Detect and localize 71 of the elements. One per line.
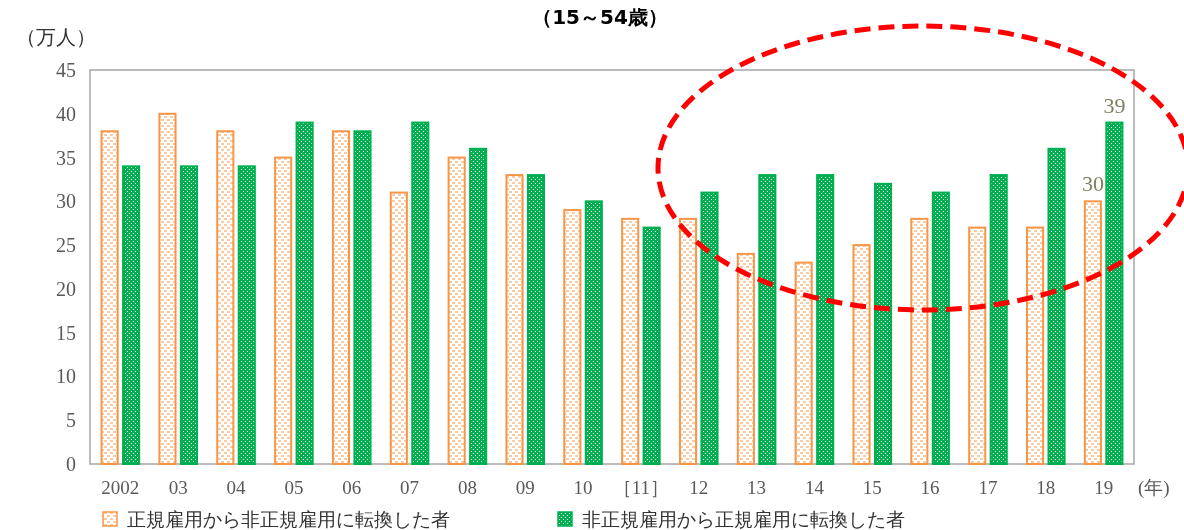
x-tick-label: 08 (457, 477, 477, 498)
x-tick-label: 10 (573, 477, 593, 498)
x-tick-label: 19 (1094, 477, 1114, 498)
bar (642, 226, 661, 465)
y-tick-label: 0 (66, 453, 76, 475)
bar (736, 252, 755, 465)
x-tick-label: 03 (168, 477, 188, 498)
bar (158, 112, 177, 465)
bar (1105, 121, 1124, 465)
bar (1047, 147, 1066, 465)
bar (678, 217, 698, 465)
bar (526, 174, 546, 465)
bar (584, 200, 603, 465)
y-tick-label: 5 (66, 409, 76, 432)
x-tick-label: 06 (342, 477, 362, 498)
bar (794, 261, 813, 465)
chart-title: （15～54歳） (532, 5, 668, 29)
legend-label: 非正規雇用から正規雇用に転換した者 (582, 508, 905, 530)
bar (910, 217, 929, 465)
bar (563, 209, 582, 465)
x-tick-label: 09 (515, 477, 535, 498)
x-tick-label: 07 (400, 477, 420, 498)
data-label: 39 (1103, 92, 1126, 118)
bar (852, 244, 871, 465)
bar (100, 130, 119, 465)
bar (179, 165, 198, 465)
x-tick-label: 17 (978, 477, 998, 498)
x-tick-label: 12 (689, 477, 709, 498)
bar (505, 174, 524, 465)
legend-label: 正規雇用から非正規雇用に転換した者 (127, 508, 450, 530)
bar (758, 174, 777, 465)
x-tick-label: 2002 (101, 477, 140, 498)
bar (411, 121, 430, 465)
bar (389, 191, 408, 465)
bar (700, 191, 719, 465)
bar (469, 147, 488, 465)
data-label: 30 (1081, 171, 1104, 197)
bar (216, 130, 235, 465)
y-tick-label: 15 (56, 321, 76, 344)
y-tick-label: 20 (56, 277, 76, 300)
x-tick-label: 16 (920, 477, 940, 498)
bar (237, 165, 256, 465)
bar (621, 217, 640, 465)
x-tick-label: 04 (226, 477, 247, 498)
bar (447, 156, 466, 465)
y-tick-label: 10 (56, 365, 76, 388)
bar (873, 182, 893, 465)
y-tick-label: 25 (56, 234, 76, 257)
bar (353, 130, 372, 465)
y-tick-label: 45 (56, 59, 76, 81)
y-tick-label: 35 (56, 146, 76, 169)
y-axis-title: （万人） (16, 26, 96, 48)
bar (122, 165, 141, 465)
bar (816, 174, 835, 465)
bar (331, 130, 351, 465)
x-tick-label: 15 (862, 477, 882, 498)
bar (1026, 226, 1045, 465)
bar (295, 121, 314, 465)
bar (1083, 200, 1102, 465)
x-tick-label: 05 (284, 477, 304, 498)
x-axis-title: (年) (1138, 477, 1170, 499)
bar (931, 191, 950, 465)
bar (989, 174, 1008, 465)
y-tick-label: 30 (56, 190, 76, 213)
x-tick-label: 18 (1036, 477, 1056, 498)
bar (968, 226, 987, 465)
x-tick-label: 14 (804, 477, 825, 498)
bar (274, 156, 293, 465)
x-tick-label: ［11］ (612, 477, 670, 498)
y-tick-label: 40 (56, 102, 76, 125)
x-tick-label: 13 (747, 477, 767, 498)
